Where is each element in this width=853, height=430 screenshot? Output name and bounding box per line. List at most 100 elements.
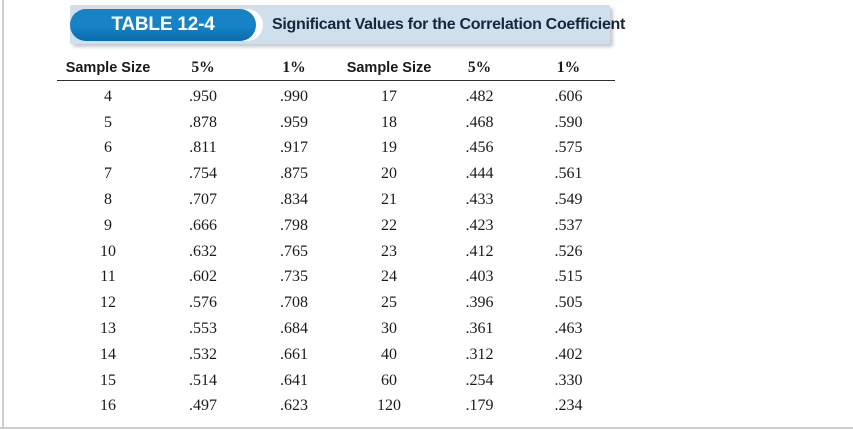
table-cell: .537 — [554, 216, 583, 234]
column-header: 1% — [522, 56, 615, 81]
table-cell: .312 — [465, 345, 494, 363]
table-cell: .412 — [465, 242, 494, 260]
table-cell: 8 — [104, 191, 112, 209]
column-header: Sample Size — [57, 56, 159, 81]
table-cell: .532 — [189, 345, 217, 363]
column-header: Sample Size — [341, 56, 437, 81]
table-cell: 16 — [100, 397, 116, 415]
table-cell: .402 — [554, 345, 583, 363]
table-cell: 21 — [381, 191, 397, 209]
table-cell: .606 — [554, 87, 583, 105]
table-cell: .811 — [189, 139, 217, 157]
table-cell: .576 — [189, 294, 217, 312]
column-header: 5% — [437, 56, 522, 81]
table-cell: .834 — [280, 191, 308, 209]
table-cell: 22 — [381, 216, 397, 234]
page-edge-left — [2, 0, 4, 427]
table-row: 7 .754 .875 20 .444 .561 — [57, 161, 615, 187]
table-cell: .623 — [280, 397, 308, 415]
table-cell: 17 — [381, 87, 397, 105]
table-cell: .666 — [189, 216, 217, 234]
table-cell: .330 — [554, 371, 583, 389]
table-cell: 9 — [104, 216, 112, 234]
table-cell: 4 — [104, 87, 112, 105]
table-cell: .798 — [280, 216, 308, 234]
table-row: 6 .811 .917 19 .456 .575 — [57, 136, 615, 162]
table-cell: .590 — [554, 113, 583, 131]
table-row: 16 .497 .623 120 .179 .234 — [57, 394, 615, 420]
table-cell: .515 — [554, 268, 583, 286]
table-cell: .514 — [189, 371, 217, 389]
table-cell: 18 — [381, 113, 397, 131]
table-title: Significant Values for the Correlation C… — [272, 15, 626, 33]
table-cell: .708 — [280, 294, 308, 312]
table-cell: .179 — [465, 397, 494, 415]
table-cell: .641 — [280, 371, 308, 389]
table-cell: 6 — [104, 139, 112, 157]
table-cell: .561 — [554, 165, 583, 183]
column-header: 1% — [247, 56, 341, 81]
table-cell: .553 — [189, 320, 217, 338]
table-row: 15 .514 .641 60 .254 .330 — [57, 368, 615, 394]
table-cell: .765 — [280, 242, 308, 260]
table-cell: .361 — [465, 320, 494, 338]
table-cell: .456 — [465, 139, 494, 157]
table-row: 8 .707 .834 21 .433 .549 — [57, 187, 615, 213]
table-cell: .254 — [465, 371, 494, 389]
table-cell: .444 — [465, 165, 494, 183]
table-cell: .754 — [189, 165, 217, 183]
table-cell: 60 — [381, 371, 397, 389]
table-cell: 19 — [381, 139, 397, 157]
table-cell: .878 — [189, 113, 217, 131]
column-header: 5% — [159, 56, 247, 81]
table-cell: .403 — [465, 268, 494, 286]
table-cell: 13 — [100, 320, 116, 338]
table-cell: .875 — [280, 165, 308, 183]
table-cell: .468 — [465, 113, 494, 131]
correlation-significance-table: Sample Size 5% 1% Sample Size 5% 1% 4.950.990… — [57, 56, 615, 419]
table-cell: .463 — [554, 320, 583, 338]
table-row: 4 .950 .990 17 .482 .606 — [57, 81, 615, 110]
table-row: 14 .532 .661 40 .312 .402 — [57, 342, 615, 368]
table-cell: .433 — [465, 191, 494, 209]
table-cell: 23 — [381, 242, 397, 260]
table-body: 4 .950 .990 17 .482 .606 5 .878 .959 18 .468 .590 6.… — [57, 81, 615, 420]
table-cell: .661 — [280, 345, 308, 363]
table-cell: 12 — [100, 294, 116, 312]
table-row: 11 .602 .735 24 .403 .515 — [57, 265, 615, 291]
table-cell: .482 — [465, 87, 494, 105]
table-number-badge: TABLE 12-4 — [70, 9, 256, 41]
table-cell: .575 — [554, 139, 583, 157]
table-cell: .990 — [280, 87, 308, 105]
table-header-row: Sample Size 5% 1% Sample Size 5% 1% — [57, 56, 615, 81]
table-cell: .602 — [189, 268, 217, 286]
table-cell: 120 — [377, 397, 401, 415]
table-row: 5 .878 .959 18 .468 .590 — [57, 110, 615, 136]
table-cell: 7 — [104, 165, 112, 183]
table-cell: .684 — [280, 320, 308, 338]
table-cell: 30 — [381, 320, 397, 338]
table-cell: 11 — [100, 268, 116, 286]
table-cell: .497 — [189, 397, 217, 415]
table-row: 12 .576 .708 25 .396 .505 — [57, 290, 615, 316]
table-cell: .526 — [554, 242, 583, 260]
table-cell: .950 — [189, 87, 217, 105]
table-cell: 20 — [381, 165, 397, 183]
table-cell: 25 — [381, 294, 397, 312]
table-cell: .917 — [280, 139, 308, 157]
table-cell: .707 — [189, 191, 217, 209]
table-row: 9 .666 .798 22 .423 .537 — [57, 213, 615, 239]
table-cell: .396 — [465, 294, 494, 312]
table-cell: 10 — [100, 242, 116, 260]
table-cell: 40 — [381, 345, 397, 363]
table-row: 10 .632 .765 23 .412 .526 — [57, 239, 615, 265]
table-cell: .959 — [280, 113, 308, 131]
table-row: 13 .553 .684 30 .361 .463 — [57, 316, 615, 342]
table-cell: 15 — [100, 371, 116, 389]
table-cell: .632 — [189, 242, 217, 260]
page-edge-bottom — [0, 427, 853, 429]
table-cell: 14 — [100, 345, 116, 363]
table-cell: 24 — [381, 268, 397, 286]
table-cell: .735 — [280, 268, 308, 286]
